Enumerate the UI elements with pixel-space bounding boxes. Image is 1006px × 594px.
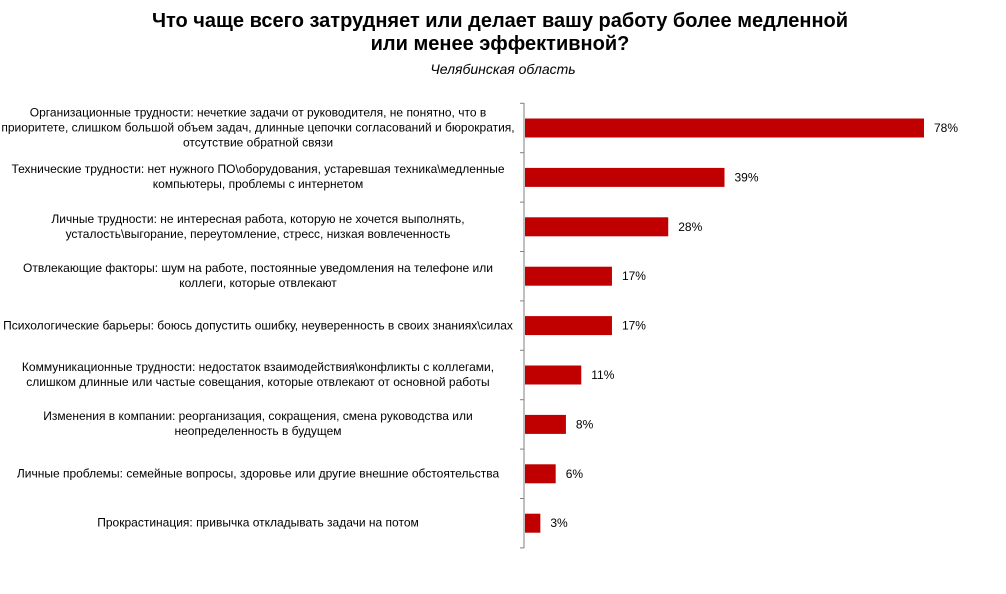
data-label: 8% (576, 417, 594, 431)
data-label: 17% (622, 269, 646, 283)
chart-title-line-2: или менее эффективной? (370, 33, 630, 55)
chart-subtitle: Челябинская область (430, 61, 576, 77)
category-label: Прокрастинация: привычка откладывать зад… (97, 515, 419, 530)
bar (525, 118, 924, 138)
category-label: Организационные трудности: нечеткие зада… (1, 105, 515, 150)
data-label: 6% (566, 467, 584, 481)
category-label: Отвлекающие факторы: шум на работе, пост… (23, 261, 493, 291)
data-label: 39% (735, 170, 759, 184)
data-label: 17% (622, 319, 646, 333)
category-label: Коммуникационные трудности: недостаток в… (21, 360, 495, 389)
bar (525, 217, 669, 237)
chart-title: Что чаще всего затрудняет или делает ваш… (120, 10, 880, 56)
bar (525, 365, 582, 385)
data-label: 28% (678, 220, 702, 234)
chart-title-line-1: Что чаще всего затрудняет или делает ваш… (151, 10, 849, 32)
data-label: 11% (591, 368, 614, 382)
category-label: Технические трудности: нет нужного ПО\об… (11, 162, 505, 192)
category-label: Изменения в компании: реорганизация, сок… (43, 409, 473, 439)
bar (525, 414, 566, 434)
bar (525, 316, 612, 336)
bar (525, 266, 612, 286)
data-label: 78% (934, 121, 958, 135)
bar (525, 513, 541, 533)
bar (525, 167, 725, 187)
category-label: Личные проблемы: семейные вопросы, здоро… (16, 466, 500, 481)
data-label: 3% (550, 516, 568, 530)
category-label: Психологические барьеры: боюсь допустить… (3, 318, 513, 333)
category-label: Личные трудности: не интересная работа, … (51, 211, 465, 241)
bar (525, 464, 556, 484)
